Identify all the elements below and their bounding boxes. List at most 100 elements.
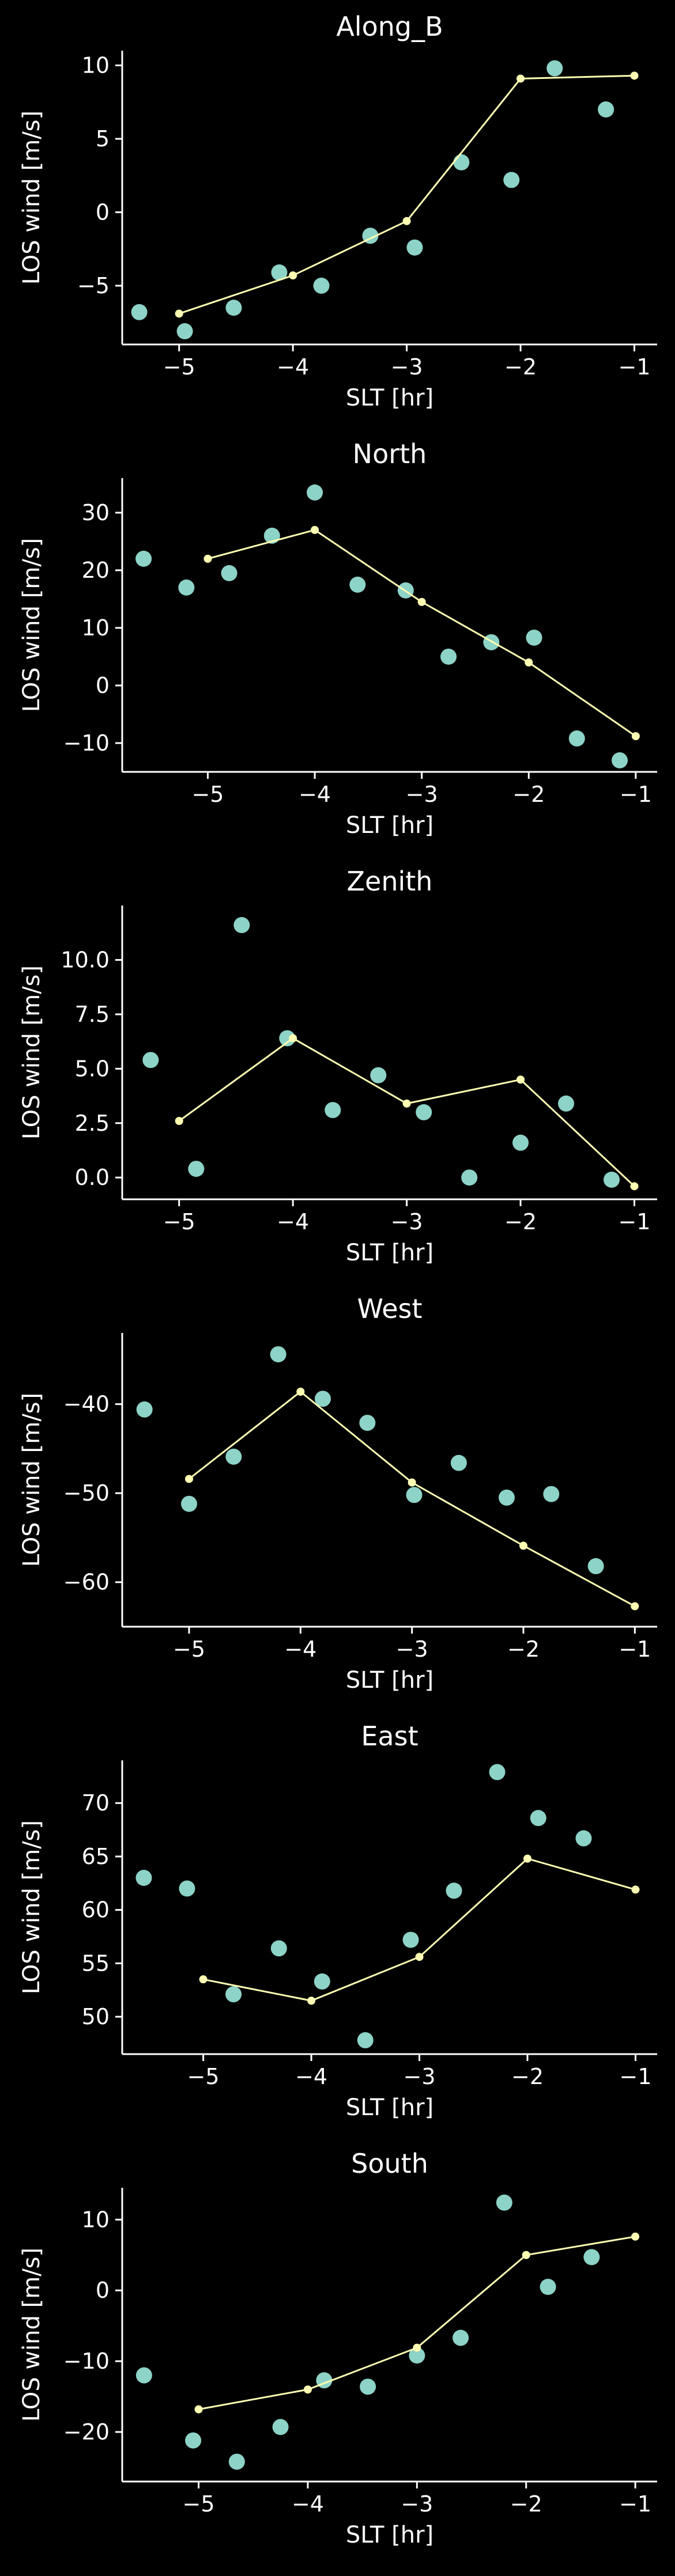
chart-panel-north: North −5 −4 −3 −2 −1 −10 0 10 20 30 SLT [hr] LOS win… [18,438,657,839]
line-marker [303,2385,312,2394]
y-axis-label: LOS wind [m/s] [18,1393,45,1567]
chart-panel-zenith: Zenith −5 −4 −3 −2 −1 0.0 2.5 5.0 7.5 10.0 SLT [hr]… [18,866,657,1266]
y-tick-label: 70 [82,1790,110,1816]
scatter-point [587,1558,604,1574]
scatter-point [612,752,628,768]
scatter-point [270,1346,286,1363]
scatter-point [483,634,500,650]
scatter-point [349,577,366,593]
line-marker [185,1475,193,1483]
line-marker [307,1997,316,2005]
line-marker [523,1854,532,1863]
scatter-point [313,278,330,294]
chart-title: West [357,1293,422,1324]
scatter-point [406,1487,423,1503]
y-tick-label: 65 [82,1844,110,1869]
scatter-point [135,1870,152,1886]
scatter-point [225,1986,242,2003]
scatter-point [452,2329,469,2346]
scatter-point [225,1448,242,1465]
scatter-point [221,565,237,581]
y-axis-label: LOS wind [m/s] [18,1820,45,1994]
chart-title: South [351,2148,428,2179]
scatter-point [270,1940,287,1957]
scatter-point [446,1882,462,1899]
y-tick-label: −60 [63,1570,110,1595]
chart-panel-along_b: Along_B −5 −4 −3 −2 −1 −5 0 5 10 SLT [hr] LOS wind … [18,11,657,411]
x-axis-label: SLT [hr] [346,2522,433,2548]
x-axis-label: SLT [hr] [346,1667,433,1694]
y-tick-label: −50 [63,1480,110,1506]
scatter-point [188,1161,205,1177]
line-marker [631,732,640,740]
y-tick-label: 10 [82,615,110,641]
line-marker [631,1602,639,1611]
x-tick-label: −4 [277,354,309,380]
x-tick-label: −4 [295,2064,327,2089]
scatter-point [409,2347,425,2364]
line-marker [402,217,411,225]
scatter-point [406,239,423,256]
y-tick-label: 0.0 [75,1165,110,1190]
scatter-point [325,1102,341,1119]
y-tick-label: 0 [96,2278,110,2303]
scatter-point [314,1973,330,1990]
y-axis-label: LOS wind [m/s] [18,965,45,1139]
x-tick-label: −1 [619,2491,651,2517]
y-tick-label: 0 [96,200,110,225]
line-marker [199,1975,208,1984]
chart-title: North [353,438,427,469]
scatter-point [315,1391,331,1407]
x-tick-label: −3 [406,782,438,807]
line-marker [311,526,319,534]
line-marker [516,1075,525,1084]
x-axis-label: SLT [hr] [346,2094,433,2121]
line-marker [417,598,426,606]
scatter-point [233,917,250,933]
x-tick-label: −1 [618,354,650,380]
scatter-point [142,1052,159,1069]
y-tick-label: 2.5 [75,1111,110,1136]
line-marker [516,74,525,83]
scatter-point [575,1830,592,1847]
line-marker [408,1478,416,1487]
y-tick-label: −10 [63,2348,110,2374]
scatter-point [185,2432,202,2449]
x-tick-label: −4 [284,1636,316,1662]
line-marker [415,1953,424,1961]
y-tick-label: 30 [82,500,110,525]
scatter-point [131,304,148,320]
x-tick-label: −3 [391,1209,423,1234]
line-marker [522,2251,530,2259]
line-marker [630,71,639,80]
line-marker [631,1885,640,1894]
scatter-point [583,2249,600,2266]
chart-title: Zenith [347,866,433,897]
line-marker [194,2405,203,2414]
y-tick-label: 55 [82,1950,110,1976]
scatter-point [271,264,288,281]
x-tick-label: −2 [511,2064,544,2089]
scatter-point [360,2378,376,2395]
y-tick-label: 20 [82,558,110,583]
y-tick-label: 5.0 [75,1056,110,1081]
chart-panel-east: East −5 −4 −3 −2 −1 50 55 60 65 70 SLT [hr] LOS wind… [18,1721,657,2121]
scatter-point [546,60,563,77]
x-tick-label: −3 [396,1636,428,1662]
scatter-point [225,300,242,316]
scatter-point [272,2419,289,2435]
scatter-point [503,172,520,188]
scatter-point [416,1104,432,1120]
x-tick-label: −4 [292,2491,324,2517]
y-tick-label: 10.0 [61,947,110,972]
y-tick-label: −40 [63,1392,110,1417]
scatter-point [176,323,193,340]
scatter-point [402,1931,419,1948]
chart-panel-south: South −5 −4 −3 −2 −1 −20 −10 0 10 SLT [hr] LOS wind… [18,2148,657,2548]
x-tick-label: −2 [510,2491,542,2517]
scatter-point [496,2194,512,2211]
chart-panel-west: West −5 −4 −3 −2 −1 −60 −50 −40 SLT [hr] LOS wind … [18,1293,657,1694]
scatter-point [526,630,542,646]
